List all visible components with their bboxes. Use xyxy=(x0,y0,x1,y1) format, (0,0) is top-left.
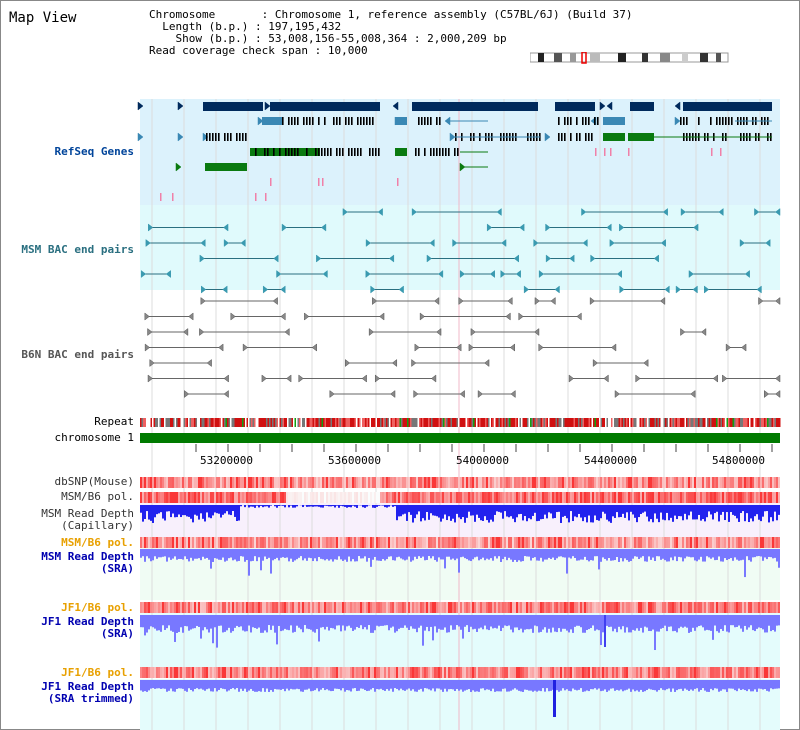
refseq-gene xyxy=(262,117,282,125)
track-label-jf1-depth-sra-1[interactable]: JF1 Read Depth xyxy=(41,615,134,628)
page-title: Map View xyxy=(9,10,77,26)
length-key: Length (b.p.) xyxy=(162,20,249,33)
ideogram-band xyxy=(700,53,708,62)
length-value: 197,195,432 xyxy=(268,20,342,33)
msm-bac-end-pairs xyxy=(140,207,781,294)
span-key: Read coverage check span xyxy=(149,44,308,57)
track-label-jf1-pol-2[interactable]: JF1/B6 pol. xyxy=(61,666,134,679)
track-label-refseq[interactable]: RefSeq Genes xyxy=(54,145,134,158)
track-label-b6n-bac[interactable]: B6N BAC end pairs xyxy=(21,348,134,361)
msm-pol2-heat-track xyxy=(140,537,780,548)
refseq-snp-mark xyxy=(604,148,606,156)
ideogram-band xyxy=(716,53,721,62)
track-label-msm-depth-cap-1[interactable]: MSM Read Depth xyxy=(41,507,134,520)
chromosome-key: Chromosome xyxy=(149,8,216,21)
refseq-snp-mark xyxy=(160,193,162,201)
axis-ticks xyxy=(195,444,773,452)
jf1-pol-heat-track xyxy=(140,602,780,613)
track-label-chromosome[interactable]: chromosome 1 xyxy=(54,431,134,444)
jf1-sra-depth xyxy=(140,615,780,651)
axis-tick-label: 54400000 xyxy=(584,454,637,467)
refseq-snp-mark xyxy=(322,178,324,186)
refseq-snp-mark xyxy=(172,193,174,201)
chromosome-bar xyxy=(140,433,780,443)
ideogram-band xyxy=(538,53,544,62)
track-label-jf1-depth-trim-2: (SRA trimmed) xyxy=(47,692,134,705)
axis-tick-label: 54000000 xyxy=(456,454,509,467)
track-label-msm-depth-cap-2: (Capillary) xyxy=(61,519,134,532)
ideogram-body xyxy=(530,52,729,63)
axis-tick-label: 54800000 xyxy=(712,454,765,467)
track-label-jf1-depth-trim-1[interactable]: JF1 Read Depth xyxy=(41,680,134,693)
refseq-gene xyxy=(412,102,538,111)
refseq-snp-mark xyxy=(265,193,267,201)
ideogram-band xyxy=(642,53,648,62)
dbsnp-heat-track xyxy=(140,477,780,488)
refseq-snp-mark xyxy=(270,178,272,186)
track-label-repeat[interactable]: Repeat xyxy=(94,415,134,428)
track-label-msm-depth-sra-2: (SRA) xyxy=(100,562,134,575)
refseq-gene xyxy=(630,102,654,111)
ideogram-position-marker xyxy=(581,52,587,64)
track-label-msm-pol-1[interactable]: MSM/B6 pol. xyxy=(61,490,134,503)
ideogram-band xyxy=(660,53,670,62)
track-label-jf1-depth-sra-2: (SRA) xyxy=(100,627,134,640)
track-label-msm-pol-2[interactable]: MSM/B6 pol. xyxy=(61,536,134,549)
repeat-track xyxy=(140,418,781,427)
track-label-msm-depth-sra-1[interactable]: MSM Read Depth xyxy=(41,550,134,563)
show-key: Show (b.p.) xyxy=(175,32,249,45)
refseq-gene xyxy=(270,102,380,111)
msm-sra-depth xyxy=(140,549,780,578)
grid-lines xyxy=(151,99,761,730)
span-value: 10,000 xyxy=(327,44,368,57)
chromosome-ideogram[interactable] xyxy=(530,52,730,64)
refseq-snp-mark xyxy=(595,148,597,156)
jf1-trim-spike xyxy=(553,680,556,717)
track-label-jf1-pol-1[interactable]: JF1/B6 pol. xyxy=(61,601,134,614)
info-panel: Chromosome : Chromosome 1, reference ass… xyxy=(149,8,633,57)
b6n-bac-end-pairs xyxy=(144,296,781,399)
ideogram-band xyxy=(590,53,600,62)
track-label-dbsnp[interactable]: dbSNP(Mouse) xyxy=(54,475,134,488)
refseq-genes-track xyxy=(137,101,772,201)
refseq-snp-mark xyxy=(255,193,257,201)
refseq-gene xyxy=(555,102,595,111)
refseq-snp-mark xyxy=(610,148,612,156)
chromosome-value: Chromosome 1, reference assembly (C57BL/… xyxy=(274,8,633,21)
show-value: 53,008,156-55,008,364 : 2,000,209 bp xyxy=(268,32,507,45)
ideogram-band xyxy=(618,53,626,62)
msm-capillary-depth xyxy=(140,505,780,523)
ideogram-band xyxy=(570,53,576,62)
refseq-snp-mark xyxy=(318,178,320,186)
ideogram-band xyxy=(554,53,562,62)
refseq-snp-mark xyxy=(628,148,630,156)
jf1-pol2-heat-track xyxy=(140,667,780,678)
jf1-sra-spike xyxy=(604,615,606,647)
msm-pol-heat-track xyxy=(140,492,780,503)
refseq-snp-mark xyxy=(397,178,399,186)
jf1-trim-depth xyxy=(140,680,780,717)
ideogram-band xyxy=(682,53,688,62)
refseq-snp-mark xyxy=(720,148,722,156)
refseq-gene xyxy=(203,102,263,111)
track-label-msm-bac[interactable]: MSM BAC end pairs xyxy=(21,243,134,256)
refseq-gene xyxy=(683,102,772,111)
axis-tick-label: 53200000 xyxy=(200,454,253,467)
axis-tick-label: 53600000 xyxy=(328,454,381,467)
refseq-snp-mark xyxy=(711,148,713,156)
